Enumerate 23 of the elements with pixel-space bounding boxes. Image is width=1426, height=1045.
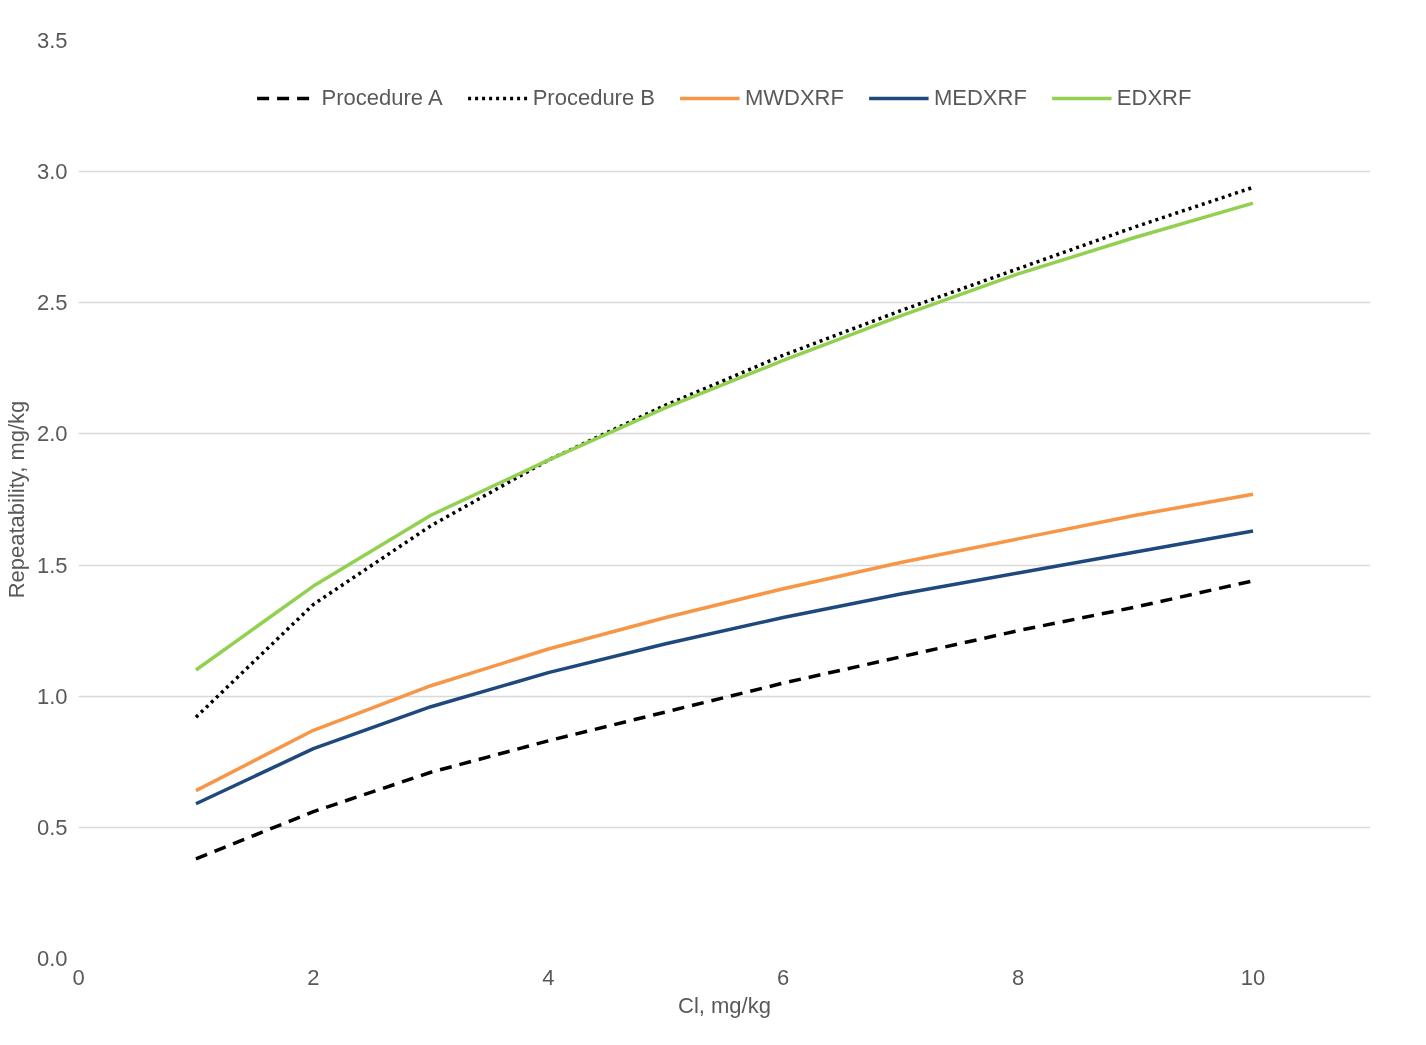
line-series [194,529,1255,806]
x-tick-label: 6 [777,964,790,990]
y-tick-label: 0.5 [36,814,68,840]
x-tick-label: 2 [307,964,320,990]
y-axis-title: Repeatability, mg/kg [3,400,29,599]
x-tick-label: 8 [1012,964,1025,990]
y-tick-label: 3.0 [36,159,68,185]
legend-label: Procedure A [321,85,443,111]
y-tick-label: 0.0 [36,946,68,971]
x-tick-label: 0 [72,964,85,990]
x-tick-label: 4 [542,964,555,990]
x-axis-title: Cl, mg/kg [678,992,771,1018]
legend-label: MEDXRF [933,85,1027,111]
y-tick-label: 2.0 [36,421,68,447]
y-tick-label: 1.5 [36,552,68,578]
y-tick-label: 2.5 [36,290,68,316]
y-tick-label: 3.5 [36,28,68,53]
y-tick-label: 1.0 [36,683,68,709]
legend-label: MWDXRF [744,85,844,111]
line-series [194,492,1255,793]
legend-label: Procedure B [532,85,655,111]
x-tick-label: 10 [1240,964,1266,990]
legend-label: EDXRF [1116,85,1192,111]
